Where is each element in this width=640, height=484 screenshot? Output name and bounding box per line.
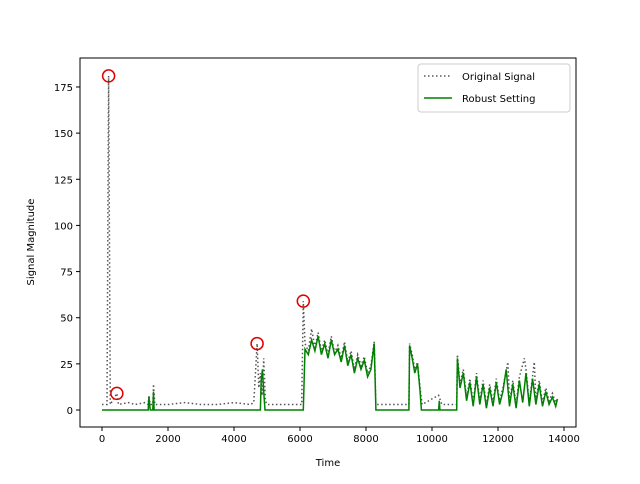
x-tick-label: 0 [99,434,105,445]
y-tick-label: 75 [60,268,73,279]
y-tick-label: 100 [54,221,73,232]
y-tick-label: 125 [54,175,73,186]
y-tick-label: 150 [54,129,73,140]
x-tick-label: 6000 [287,434,312,445]
legend-box [417,63,571,113]
plot-frame [79,57,577,428]
highlight-marker [101,69,116,83]
y-axis-label: Signal Magnitude [26,199,37,286]
highlight-marker [296,294,311,308]
highlight-marker [110,386,124,401]
x-axis-label: Time [315,458,340,469]
legend-label: Original Signal [462,72,535,83]
y-tick-label: 175 [54,83,73,94]
x-tick-label: 8000 [353,434,378,445]
x-tick-label: 4000 [221,434,246,445]
x-tick-label: 10000 [416,434,448,445]
y-tick-label: 25 [60,360,73,371]
legend-label: Robust Setting [462,94,535,105]
highlight-marker [250,336,264,351]
series-line [102,75,559,408]
x-tick-label: 14000 [548,434,580,445]
y-tick-label: 50 [60,314,73,325]
y-tick-label: 0 [67,406,73,417]
x-tick-label: 12000 [482,434,514,445]
series-line [102,336,559,411]
x-tick-label: 2000 [155,434,180,445]
